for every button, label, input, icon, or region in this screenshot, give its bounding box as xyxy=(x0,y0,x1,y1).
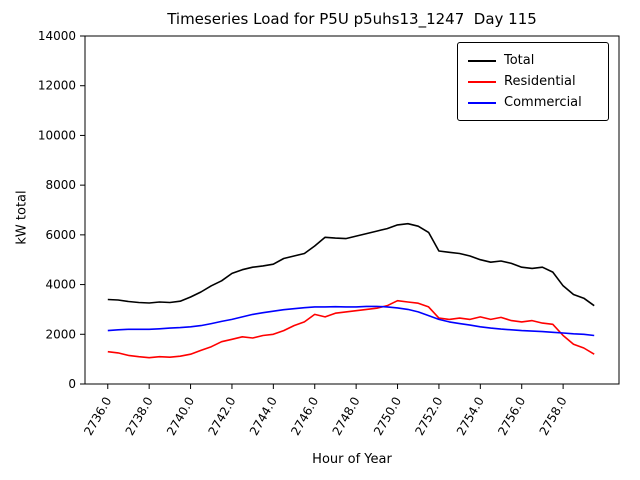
legend-entry-commercial: Commercial xyxy=(468,92,598,113)
legend-line-sample xyxy=(468,59,496,62)
y-tick-label: 2000 xyxy=(45,327,76,341)
series-line-total xyxy=(107,222,595,307)
legend: Total Residential Commercial xyxy=(457,42,609,121)
y-tick-label: 4000 xyxy=(45,278,76,292)
x-tick-label: 2736.0 xyxy=(81,395,114,438)
legend-label: Commercial xyxy=(504,95,582,110)
x-tick-label: 2750.0 xyxy=(371,395,404,438)
x-tick-label: 2738.0 xyxy=(123,395,156,438)
x-tick-label: 2754.0 xyxy=(454,394,487,437)
legend-line-sample xyxy=(468,101,496,104)
x-tick-label: 2756.0 xyxy=(495,395,528,438)
x-tick-label: 2740.0 xyxy=(164,395,197,438)
y-tick-label: 0 xyxy=(68,377,76,391)
y-tick-label: 6000 xyxy=(45,228,76,242)
series-line-residential xyxy=(107,299,595,359)
x-tick-label: 2746.0 xyxy=(288,395,321,438)
legend-label: Total xyxy=(504,53,535,68)
legend-label: Residential xyxy=(504,74,576,89)
y-tick-label: 8000 xyxy=(45,178,76,192)
x-tick-label: 2742.0 xyxy=(205,395,238,438)
x-tick-label: 2752.0 xyxy=(412,395,445,438)
axes-frame xyxy=(84,35,620,385)
y-tick-label: 12000 xyxy=(38,79,76,93)
legend-line-sample xyxy=(468,80,496,83)
y-tick-label: 10000 xyxy=(38,128,76,142)
legend-entry-residential: Residential xyxy=(468,71,598,92)
x-axis-label: Hour of Year xyxy=(312,452,392,467)
x-tick-label: 2758.0 xyxy=(537,395,570,438)
x-tick-label: 2748.0 xyxy=(330,395,363,438)
chart-title: Timeseries Load for P5U p5uhs13_1247 Day… xyxy=(167,10,537,28)
series-line-commercial xyxy=(107,305,595,337)
legend-entry-total: Total xyxy=(468,50,598,71)
y-tick-label: 14000 xyxy=(38,29,76,43)
x-tick-label: 2744.0 xyxy=(247,395,280,438)
